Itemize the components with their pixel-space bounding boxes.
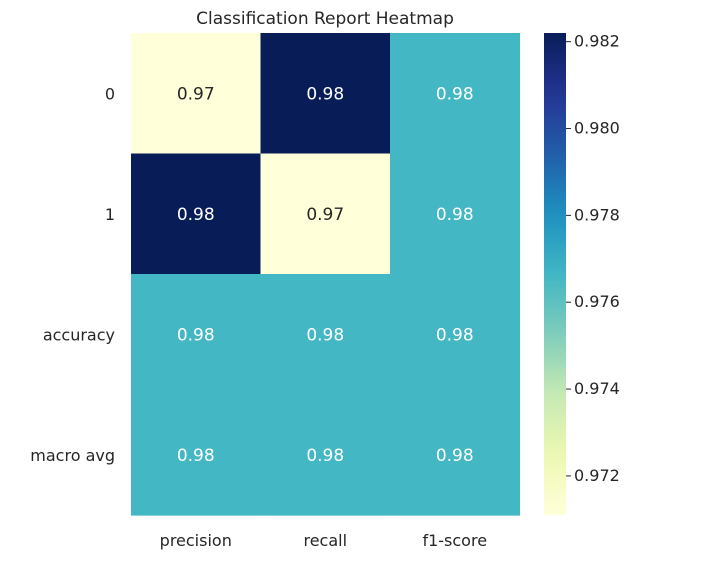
colorbar-tick-label: 0.972 xyxy=(574,466,620,485)
heatmap-cell xyxy=(131,274,262,396)
colorbar-tick-label: 0.980 xyxy=(574,119,620,138)
heatmap-cell xyxy=(390,153,521,275)
heatmap-cell xyxy=(260,33,391,155)
cell-value-label: 0.98 xyxy=(177,446,215,466)
heatmap-cells: 0.97 0.98 0.98 0.98 0.97 0.98 0.98 0.98 0.98 0.98… xyxy=(131,33,521,516)
cell-value-label: 0.98 xyxy=(306,325,344,345)
cell-value-label: 0.98 xyxy=(436,84,474,104)
heatmap-cell xyxy=(131,153,262,275)
cell-value-label: 0.98 xyxy=(436,325,474,345)
heatmap-cell xyxy=(260,394,391,516)
cell-value-label: 0.98 xyxy=(306,84,344,104)
colorbar: 0.972 0.974 0.976 0.978 0.980 0.982 xyxy=(544,32,620,515)
colorbar-gradient xyxy=(544,33,566,515)
column-labels: precision recall f1-score xyxy=(160,531,487,550)
colorbar-tick-label: 0.978 xyxy=(574,205,620,224)
cell-value-label: 0.98 xyxy=(177,325,215,345)
column-tick-label: f1-score xyxy=(422,531,487,550)
row-labels: 0 1 accuracy macro avg xyxy=(30,84,115,465)
cell-value-label: 0.98 xyxy=(436,446,474,466)
heatmap-cell xyxy=(131,394,262,516)
cell-value-label: 0.97 xyxy=(306,205,344,225)
colorbar-tick-label: 0.976 xyxy=(574,292,620,311)
heatmap-cell xyxy=(390,33,521,155)
heatmap-cell xyxy=(260,153,391,275)
heatmap-cell xyxy=(260,274,391,396)
row-tick-label: macro avg xyxy=(30,446,115,465)
row-tick-label: 1 xyxy=(105,205,115,224)
cell-value-label: 0.98 xyxy=(436,205,474,225)
column-tick-label: recall xyxy=(303,531,347,550)
row-tick-label: accuracy xyxy=(43,325,115,344)
column-tick-label: precision xyxy=(160,531,232,550)
cell-value-label: 0.98 xyxy=(177,205,215,225)
cell-value-label: 0.97 xyxy=(177,84,215,104)
colorbar-tick-label: 0.974 xyxy=(574,379,620,398)
cell-value-label: 0.98 xyxy=(306,446,344,466)
heatmap-cell xyxy=(390,274,521,396)
chart-title: Classification Report Heatmap xyxy=(196,9,454,29)
heatmap-cell xyxy=(131,33,262,155)
colorbar-tick-label: 0.982 xyxy=(574,32,620,51)
row-tick-label: 0 xyxy=(105,84,115,103)
heatmap-cell xyxy=(390,394,521,516)
